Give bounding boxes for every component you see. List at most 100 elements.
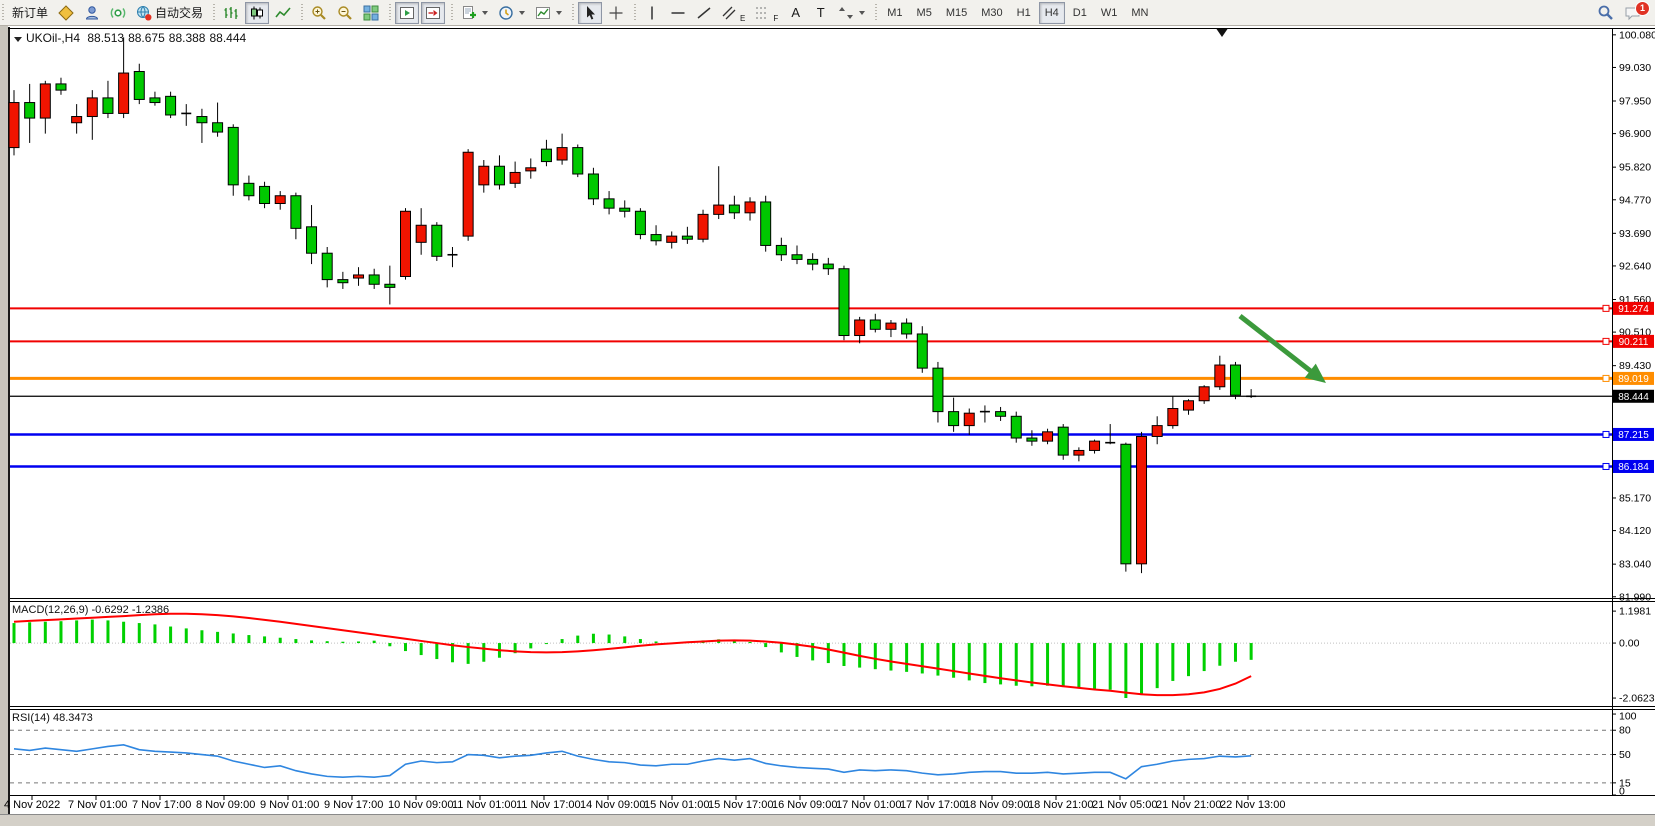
chart-title[interactable]: UKOil-,H4 88.513 88.675 88.388 88.444	[14, 31, 250, 45]
svg-text:88.444: 88.444	[1618, 392, 1649, 403]
macd-pane: 1.1981 0.00 -2.0623	[10, 606, 1655, 705]
timeframe-button-m5[interactable]: M5	[911, 2, 938, 24]
pane-separator[interactable]	[10, 706, 1655, 710]
timeframe-button-mn[interactable]: MN	[1125, 2, 1154, 24]
candle	[86, 90, 98, 140]
navigator-button[interactable]	[80, 2, 104, 24]
bull-candle-body	[462, 151, 474, 237]
macd-axis-label: 0.00	[1619, 638, 1640, 650]
cursor-button[interactable]	[578, 1, 603, 24]
bull-candle-body	[885, 322, 897, 330]
bear-candle-body	[1010, 415, 1022, 439]
candle	[384, 265, 396, 305]
bear-candle-body	[55, 83, 67, 91]
candle	[1136, 431, 1148, 574]
chevron-down-icon	[556, 10, 563, 15]
line-anchor[interactable]	[1602, 337, 1610, 345]
time-axis-label: 15 Nov 17:00	[708, 799, 773, 811]
candle	[791, 245, 803, 265]
toolbar-group-zoom	[299, 0, 387, 25]
candle	[1229, 361, 1241, 400]
candle	[290, 192, 302, 240]
bear-candle-body	[869, 319, 881, 330]
autotrading-button[interactable]: 自动交易	[132, 2, 207, 24]
timeframe-button-m30[interactable]: M30	[975, 2, 1008, 24]
timeframe-button-m15[interactable]: M15	[940, 2, 973, 24]
bear-candle-body	[227, 126, 239, 186]
periods-button[interactable]	[494, 2, 529, 24]
candle	[149, 91, 161, 106]
auto-scroll-button[interactable]	[395, 1, 420, 24]
search-button[interactable]	[1593, 2, 1618, 24]
zoom-out-button[interactable]	[333, 2, 357, 24]
svg-text:91.274: 91.274	[1618, 304, 1649, 315]
candle	[807, 253, 819, 271]
candle	[995, 406, 1007, 421]
macd-histogram	[12, 619, 1253, 698]
chart-shift-marker[interactable]	[1216, 29, 1228, 37]
line-chart-button[interactable]	[271, 2, 295, 24]
candle	[744, 197, 756, 221]
timeframe-button-h4[interactable]: H4	[1038, 1, 1065, 24]
signals-button[interactable]	[106, 2, 130, 24]
bear-candle-body	[212, 122, 224, 133]
text-tool-button[interactable]: A	[784, 2, 807, 24]
line-anchor[interactable]	[1602, 462, 1610, 470]
label-tool-button[interactable]: T	[809, 2, 832, 24]
bull-candle-body	[1151, 425, 1163, 437]
bear-candle-body	[838, 268, 850, 337]
new-order-button[interactable]: 新订单	[8, 2, 52, 24]
svg-text:89.019: 89.019	[1618, 374, 1649, 385]
notifications-button[interactable]: 1	[1620, 0, 1650, 24]
bear-candle-body	[306, 226, 318, 254]
bear-candle-body	[791, 254, 803, 260]
vertical-line-button[interactable]	[640, 2, 664, 24]
horizontal-line-button[interactable]	[666, 2, 690, 24]
bear-candle-body	[948, 411, 960, 427]
candle	[932, 361, 944, 423]
time-axis-label: 18 Nov 21:00	[1028, 799, 1093, 811]
macd-name: MACD(12,26,9)	[12, 604, 89, 616]
bull-candle-body	[666, 235, 678, 243]
one-click-trading-arrow-icon[interactable]	[14, 37, 22, 42]
timeframe-button-w1[interactable]: W1	[1095, 2, 1124, 24]
macd-signal-value: -1.2386	[131, 604, 170, 616]
line-anchor[interactable]	[1602, 374, 1610, 382]
tile-windows-button[interactable]	[359, 2, 383, 24]
candle	[556, 133, 568, 165]
candlestick-chart-button[interactable]	[245, 1, 270, 24]
pane-separator[interactable]	[10, 598, 1655, 602]
price-axis[interactable]: 100.080 99.030 97.950 96.900 95.820 94.770 93.…	[1612, 28, 1655, 795]
timeframe-button-m1[interactable]: M1	[881, 2, 908, 24]
timeframe-button-h1[interactable]: H1	[1011, 2, 1037, 24]
annotation-arrow[interactable]	[1238, 314, 1326, 383]
candle	[55, 77, 67, 95]
bull-candle-body	[353, 274, 365, 279]
bear-candle-body	[384, 283, 396, 288]
bull-candle-body	[963, 412, 975, 427]
timeframe-button-d1[interactable]: D1	[1067, 2, 1093, 24]
price-axis-label: 93.690	[1619, 228, 1651, 240]
ohlc-open: 88.513	[87, 31, 125, 45]
line-anchor[interactable]	[1602, 304, 1610, 312]
time-axis[interactable]: 4 Nov 2022 7 Nov 01:00 7 Nov 17:00 8 Nov 09…	[4, 795, 1285, 811]
price-tag-86.184: 86.184	[1613, 459, 1654, 473]
arrows-tool-button[interactable]	[834, 2, 869, 24]
ohlc-high: 88.675	[128, 31, 165, 45]
market-watch-button[interactable]	[54, 2, 78, 24]
zoom-in-button[interactable]	[307, 2, 331, 24]
add-indicator-button[interactable]	[457, 2, 492, 24]
trendline-button[interactable]	[692, 2, 716, 24]
time-axis-label: 4 Nov 2022	[4, 799, 60, 811]
templates-button[interactable]	[531, 2, 566, 24]
crosshair-button[interactable]	[604, 2, 628, 24]
equidistant-channel-button[interactable]: E	[718, 2, 749, 24]
fibonacci-button[interactable]: F	[751, 2, 782, 24]
chart-shift-button[interactable]	[421, 1, 446, 24]
candle	[697, 209, 709, 243]
bar-chart-button[interactable]	[219, 2, 243, 24]
line-anchor[interactable]	[1602, 430, 1610, 438]
price-axis-label: 92.640	[1619, 260, 1651, 272]
bull-candle-body	[478, 165, 490, 186]
